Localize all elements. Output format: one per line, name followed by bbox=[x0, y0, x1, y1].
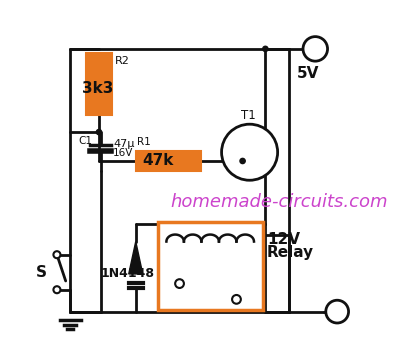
Circle shape bbox=[221, 124, 277, 180]
Text: R2: R2 bbox=[115, 56, 129, 66]
Bar bbox=[135, 151, 201, 171]
Circle shape bbox=[239, 158, 245, 163]
Circle shape bbox=[53, 286, 60, 293]
Text: S: S bbox=[36, 265, 47, 280]
Text: +: + bbox=[302, 40, 317, 58]
Circle shape bbox=[53, 251, 60, 258]
Circle shape bbox=[231, 295, 240, 304]
Text: 16V: 16V bbox=[113, 148, 133, 158]
Circle shape bbox=[325, 300, 348, 323]
Text: T1: T1 bbox=[240, 108, 255, 122]
Text: 0: 0 bbox=[332, 305, 341, 318]
Text: Relay: Relay bbox=[267, 245, 313, 260]
Text: 3k3: 3k3 bbox=[82, 81, 113, 96]
Text: 47k: 47k bbox=[142, 154, 174, 169]
Text: 5V: 5V bbox=[297, 66, 319, 82]
Bar bbox=[85, 53, 112, 115]
Polygon shape bbox=[128, 242, 142, 274]
FancyBboxPatch shape bbox=[157, 222, 262, 310]
Text: R1: R1 bbox=[137, 137, 151, 147]
Text: C1: C1 bbox=[79, 136, 92, 146]
Circle shape bbox=[302, 37, 327, 61]
Text: 12V: 12V bbox=[267, 232, 299, 247]
Text: homemade-circuits.com: homemade-circuits.com bbox=[171, 193, 387, 211]
Text: 1N4148: 1N4148 bbox=[101, 268, 154, 280]
Circle shape bbox=[262, 46, 267, 52]
Circle shape bbox=[175, 279, 184, 288]
Text: 47μ: 47μ bbox=[113, 139, 134, 149]
Circle shape bbox=[96, 130, 101, 135]
